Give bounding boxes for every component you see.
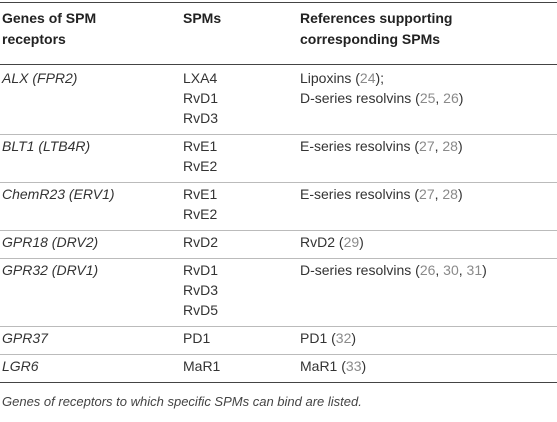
reference-text: PD1 ( xyxy=(300,330,336,346)
spm-name: RvD3 xyxy=(183,282,219,298)
spm-name: RvE2 xyxy=(183,206,218,222)
header-cell: receptors xyxy=(2,31,66,47)
gene-name: GPR37 xyxy=(2,330,48,346)
reference-number: 24 xyxy=(359,70,376,86)
reference-number: 26 xyxy=(419,262,436,278)
header-cell: SPMs xyxy=(183,10,222,26)
reference-text: ) xyxy=(458,90,464,106)
spm-name: RvD1 xyxy=(183,262,219,278)
reference-text: E-series resolvins ( xyxy=(300,138,420,154)
gene-name: ChemR23 (ERV1) xyxy=(2,186,115,202)
reference-line: D-series resolvins (26, 30, 31) xyxy=(300,260,487,280)
reference-number: 25 xyxy=(419,90,436,106)
reference-number: 27 xyxy=(419,186,435,202)
reference-number: 28 xyxy=(442,138,458,154)
spm-name: RvD3 xyxy=(183,110,219,126)
reference-line: RvD2 (29) xyxy=(300,232,364,252)
footnote: Genes of receptors to which specific SPM… xyxy=(2,394,362,409)
reference-line: PD1 (32) xyxy=(300,328,356,348)
reference-number: 32 xyxy=(335,330,352,346)
reference-text: , xyxy=(435,90,444,106)
reference-number: 30 xyxy=(443,262,459,278)
reference-line: D-series resolvins (25, 26) xyxy=(300,88,463,108)
reference-line: MaR1 (33) xyxy=(300,356,366,376)
reference-text: ) xyxy=(457,138,463,154)
reference-text: ); xyxy=(375,70,385,86)
header-cell: corresponding SPMs xyxy=(300,31,441,47)
reference-text: , xyxy=(435,262,444,278)
reference-text: , xyxy=(434,186,443,202)
bottom-rule xyxy=(0,382,557,383)
reference-text: ) xyxy=(359,234,364,250)
header-cell: Genes of SPM xyxy=(2,10,97,26)
row-rule xyxy=(0,354,557,355)
reference-text: , xyxy=(434,138,443,154)
reference-number: 31 xyxy=(466,262,483,278)
row-rule xyxy=(0,182,557,183)
reference-text: MaR1 ( xyxy=(300,358,346,374)
reference-text: , xyxy=(458,262,467,278)
reference-text: ) xyxy=(361,358,367,374)
reference-text: ) xyxy=(351,330,357,346)
reference-line: E-series resolvins (27, 28) xyxy=(300,136,463,156)
row-rule xyxy=(0,134,557,135)
spm-name: LXA4 xyxy=(183,70,218,86)
header-rule xyxy=(0,64,557,65)
spm-name: RvD5 xyxy=(183,302,219,318)
reference-number: 28 xyxy=(442,186,458,202)
header-cell: References supporting xyxy=(300,10,453,26)
row-rule xyxy=(0,258,557,259)
spm-name: RvE1 xyxy=(183,186,218,202)
spm-name: RvD1 xyxy=(183,90,219,106)
spm-name: RvD2 xyxy=(183,234,219,250)
gene-name: ALX (FPR2) xyxy=(2,70,78,86)
reference-text: RvD2 ( xyxy=(300,234,344,250)
reference-number: 27 xyxy=(419,138,435,154)
reference-text: D-series resolvins ( xyxy=(300,262,420,278)
reference-line: E-series resolvins (27, 28) xyxy=(300,184,463,204)
reference-number: 29 xyxy=(343,234,360,250)
gene-name: GPR32 (DRV1) xyxy=(2,262,99,278)
reference-number: 26 xyxy=(443,90,459,106)
reference-text: D-series resolvins ( xyxy=(300,90,420,106)
reference-text: E-series resolvins ( xyxy=(300,186,420,202)
gene-name: GPR18 (DRV2) xyxy=(2,234,99,250)
gene-name: LGR6 xyxy=(2,358,39,374)
spm-name: RvE2 xyxy=(183,158,218,174)
spm-name: PD1 xyxy=(183,330,211,346)
row-rule xyxy=(0,230,557,231)
row-rule xyxy=(0,326,557,327)
reference-number: 33 xyxy=(345,358,362,374)
reference-text: Lipoxins ( xyxy=(300,70,360,86)
spm-name: RvE1 xyxy=(183,138,218,154)
reference-text: ) xyxy=(482,262,487,278)
reference-text: ) xyxy=(457,186,463,202)
reference-line: Lipoxins (24); xyxy=(300,68,384,88)
gene-name: BLT1 (LTB4R) xyxy=(2,138,91,154)
spm-name: MaR1 xyxy=(183,358,221,374)
top-rule xyxy=(0,2,557,3)
